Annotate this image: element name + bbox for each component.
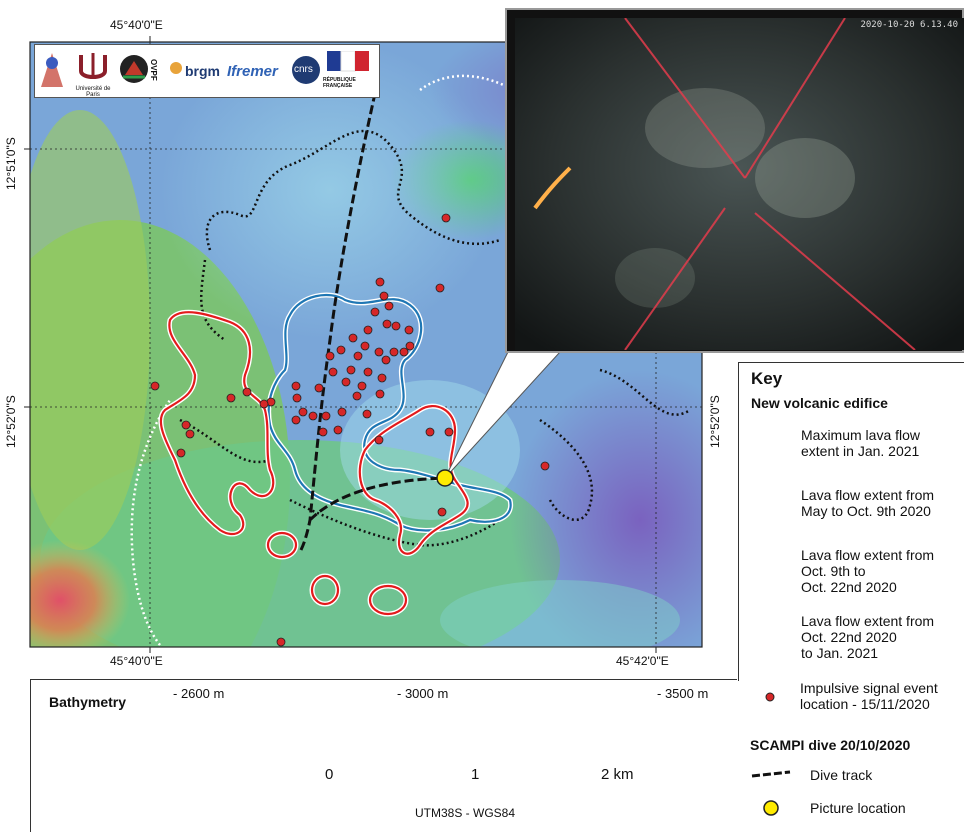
impulsive-event-dot [374,347,384,357]
impulsive-event-dot [348,333,358,343]
impulsive-event-dot [226,393,236,403]
impulsive-event-dot [382,319,392,329]
impulsive-event-dot [150,381,160,391]
key-item-max-extent: Maximum lava flow extent in Jan. 2021 [801,427,921,459]
lat-label-top: 12°51'0"S [4,137,18,190]
brgm-logo: brgm [169,51,225,91]
ipgp-logo [39,51,65,91]
impulsive-event-dot [181,420,191,430]
dive-track-line [298,79,446,553]
impulsive-event-dot [391,321,401,331]
seafloor-photo [515,18,964,350]
impulsive-event-dot [259,399,269,409]
bathy-tick-3000: - 3000 m [397,686,449,701]
impulsive-event-dot [384,301,394,311]
impulsive-event-dot [318,427,328,437]
lon-label-bottom-left: 45°40'0"E [110,654,163,668]
impulsive-event-dot [341,377,351,387]
picture-location-label: Picture location [810,800,906,816]
impulsive-event-dot [375,277,385,287]
impulsive-event-dot [336,345,346,355]
key-title: Key [751,369,783,388]
impulsive-event-dot [308,411,318,421]
impulsive-event-dot [314,383,324,393]
impulsive-event-dot [441,213,451,223]
key-item-oct9-oct22: Lava flow extent from Oct. 9th to Oct. 22n… [801,547,935,595]
impulsive-event-dot [377,373,387,383]
impulsive-event-dot [444,427,454,437]
impulsive-event-dot [357,381,367,391]
key-item-oct22-jan2021: Lava flow extent from Oct. 22nd 2020 to Ja… [801,613,935,661]
impulsive-event-dot [346,365,356,375]
impulsive-event-dot [540,461,550,471]
impulsive-event-dot [242,387,252,397]
impulsive-event-dot [374,435,384,445]
key-item-impulsive-events: Impulsive signal event location - 15/11/2… [800,680,938,712]
ifremer-logo: Ifremer [227,63,278,80]
impulsive-event-dot [298,407,308,417]
projection-label: UTM38S - WGS84 [415,806,516,820]
lat-label-mid-right: 12°52'0"S [708,395,722,448]
event-dots [150,213,550,647]
impulsive-event-dot [404,325,414,335]
scale-tick-0: 0 [325,766,334,783]
key-subtitle: New volcanic edifice [751,395,888,411]
lon-label-top: 45°40'0"E [110,18,163,32]
impulsive-event-dot [360,341,370,351]
universite-de-paris-logo: Université de Paris [75,51,111,98]
impulsive-event-dot [352,391,362,401]
scale-tick-2km: 2 km [601,766,634,783]
impulsive-event-dot [381,355,391,365]
impulsive-event-dot [375,389,385,399]
impulsive-event-dot [291,415,301,425]
impulsive-event-dot [363,325,373,335]
cnrs-logo: cnrs [291,51,321,91]
impulsive-event-dot [321,411,331,421]
photo-timestamp: 2020-10-20 6.13.40 [860,20,958,30]
scale-tick-1: 1 [471,766,480,783]
lon-label-bottom-right: 45°42'0"E [616,654,669,668]
republique-francaise-logo: RÉPUBLIQUE FRANÇAISE [323,51,375,91]
impulsive-event-dot [333,425,343,435]
impulsive-event-dot [389,347,399,357]
dive-track-label: Dive track [810,767,873,783]
impulsive-event-dot [185,429,195,439]
impulsive-event-dot [363,367,373,377]
impulsive-event-dot [291,381,301,391]
impulsive-event-dot [399,347,409,357]
impulsive-event-dot [292,393,302,403]
impulsive-event-dot [276,637,286,647]
picture-location-marker [436,469,454,487]
impulsive-event-dot [353,351,363,361]
impulsive-event-dot [362,409,372,419]
logo-bar: Université de Paris OVPF brgm Ifremer cn… [34,44,380,98]
ovpf-logo: OVPF [119,51,165,91]
impulsive-event-dot [325,351,335,361]
impulsive-event-dot [379,291,389,301]
bathymetry-title: Bathymetry [49,694,127,710]
inset-photo-frame: 2020-10-20 6.13.40 [505,8,964,353]
key-item-may-oct9: Lava flow extent from May to Oct. 9th 202… [801,487,935,519]
impulsive-event-dot [405,341,415,351]
scampi-title: SCAMPI dive 20/10/2020 [750,737,911,753]
impulsive-event-dot [437,507,447,517]
bathy-tick-3500: - 3500 m [657,686,709,701]
impulsive-event-dot [337,407,347,417]
bathy-tick-2600: - 2600 m [173,686,225,701]
impulsive-event-dot [370,307,380,317]
bathymetry-panel: Bathymetry - 2600 m - 3000 m - 3500 m 0 … [30,679,737,832]
impulsive-event-dot [328,367,338,377]
key-panel: Key New volcanic edifice Maximum lava fl… [738,362,964,681]
lava-extent-oct22-jan2021 [158,309,471,617]
lat-label-mid: 12°52'0"S [4,395,18,448]
impulsive-event-dot [425,427,435,437]
impulsive-event-dot [435,283,445,293]
impulsive-event-dot [176,448,186,458]
